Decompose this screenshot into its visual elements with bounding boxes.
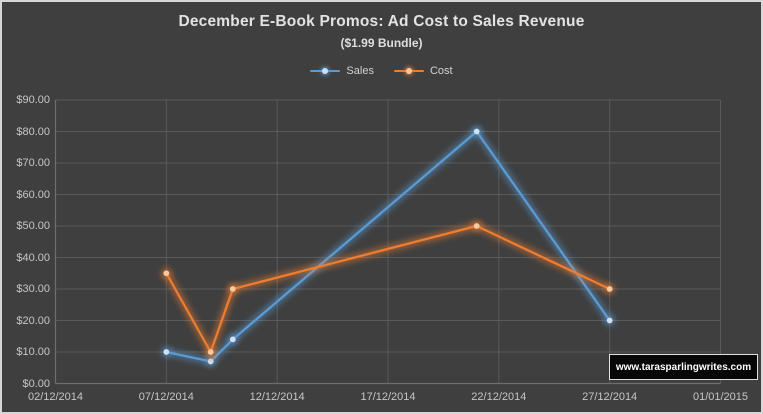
sales-legend-marker-icon <box>322 67 329 74</box>
x-tick-label: 12/12/2014 <box>249 391 305 403</box>
sales-marker <box>606 317 613 324</box>
cost-marker <box>163 270 170 277</box>
y-tick-label: $20.00 <box>16 314 50 327</box>
x-tick-label: 01/01/2015 <box>692 391 749 403</box>
sales-marker <box>207 358 214 365</box>
cost-marker <box>229 286 236 292</box>
cost-legend-line-icon <box>393 67 424 74</box>
watermark: www.tarasparlingwrites.com <box>609 354 758 380</box>
y-tick-label: $50.00 <box>16 220 50 232</box>
legend-item-sales: Sales <box>310 65 374 77</box>
sales-marker <box>163 349 170 355</box>
sales-marker <box>229 336 236 343</box>
sales-legend-line-icon <box>310 67 341 74</box>
cost-marker <box>207 349 214 355</box>
cost-marker <box>473 223 480 229</box>
y-tick-label: $30.00 <box>16 283 50 295</box>
chart-subtitle: ($1.99 Bundle) <box>340 36 423 50</box>
y-tick-label: $40.00 <box>16 251 50 264</box>
y-tick-label: $60.00 <box>16 188 50 201</box>
cost-marker <box>606 286 613 292</box>
cost-legend-marker-icon <box>405 67 412 74</box>
cost-legend-label: Cost <box>429 65 453 77</box>
y-tick-label: $10.00 <box>16 346 50 358</box>
sales-legend-label: Sales <box>346 65 374 77</box>
y-tick-label: $80.00 <box>16 125 50 138</box>
y-tick-label: $90.00 <box>16 94 50 106</box>
sales-marker <box>473 128 480 135</box>
legend-item-cost: Cost <box>393 65 453 77</box>
x-tick-label: 02/12/2014 <box>27 391 84 403</box>
chart-title: December E-Book Promos: Ad Cost to Sales… <box>178 13 585 30</box>
x-tick-label: 27/12/2014 <box>582 391 638 403</box>
x-tick-label: 17/12/2014 <box>360 391 416 403</box>
y-tick-label: $0.00 <box>22 377 50 390</box>
x-tick-label: 22/12/2014 <box>471 391 527 403</box>
legend: Sales Cost <box>2 65 761 77</box>
x-tick-label: 07/12/2014 <box>138 391 194 403</box>
y-tick-label: $70.00 <box>16 157 50 169</box>
